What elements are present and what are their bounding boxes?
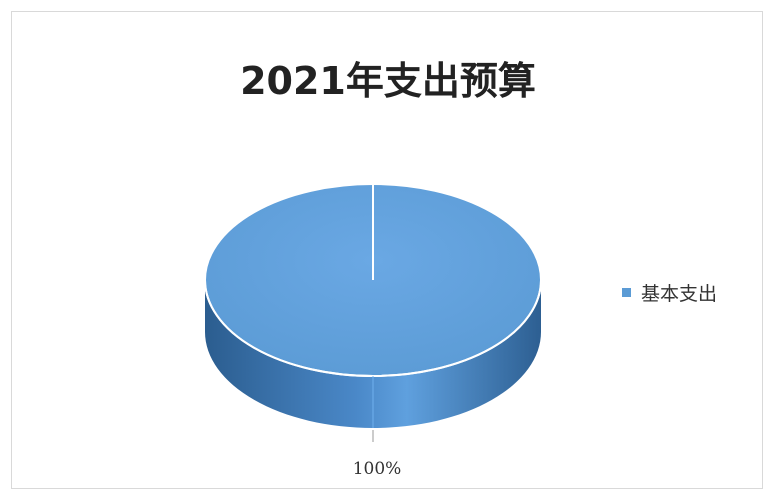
pie-rim [204, 279, 542, 377]
legend-label: 基本支出 [641, 283, 718, 305]
pie-chart [204, 183, 542, 442]
legend-swatch [622, 288, 631, 297]
chart-area: 2021年支出预算 基本支出 100% [11, 11, 763, 489]
data-label: 100% [352, 459, 402, 479]
pie-slice-side [205, 280, 541, 428]
legend: 基本支出 [622, 279, 717, 306]
chart-title: 2021年支出预算 [240, 59, 536, 103]
